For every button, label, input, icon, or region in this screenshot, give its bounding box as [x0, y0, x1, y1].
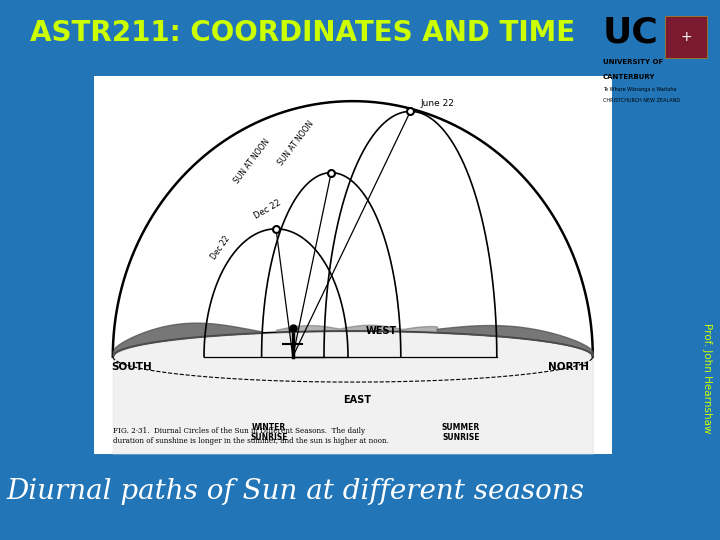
Text: SUN AT NOON: SUN AT NOON: [276, 119, 315, 167]
Text: Diurnal paths of Sun at different seasons: Diurnal paths of Sun at different season…: [6, 478, 584, 505]
Text: WINTER
SUNRISE: WINTER SUNRISE: [250, 423, 287, 442]
Text: UC: UC: [603, 16, 658, 50]
FancyBboxPatch shape: [665, 16, 706, 58]
Text: CHRISTCHURCH NEW ZEALAND: CHRISTCHURCH NEW ZEALAND: [603, 98, 680, 103]
Text: CANTERBURY: CANTERBURY: [603, 74, 655, 80]
Text: UNIVERSITY OF: UNIVERSITY OF: [603, 59, 663, 65]
Bar: [94, 76, 612, 454]
Text: Te Whare Wānanga o Waitaha: Te Whare Wānanga o Waitaha: [603, 86, 676, 92]
Text: Prof. John Hearnshaw: Prof. John Hearnshaw: [702, 323, 712, 433]
Text: FIG. 2·31.  Diurnal Circles of the Sun in Different Seasons.  The daily: FIG. 2·31. Diurnal Circles of the Sun in…: [113, 427, 365, 435]
Text: NORTH: NORTH: [549, 362, 589, 372]
Text: Dec 22: Dec 22: [209, 234, 231, 261]
Text: EAST: EAST: [343, 395, 372, 405]
Text: WEST: WEST: [366, 326, 397, 336]
Text: SUN AT NOON: SUN AT NOON: [233, 137, 271, 185]
Text: SUMMER
SUNRISE: SUMMER SUNRISE: [441, 423, 480, 442]
Text: +: +: [680, 30, 692, 44]
Text: SOUTH: SOUTH: [112, 362, 153, 372]
Text: duration of sunshine is longer in the summer, and the sun is higher at noon.: duration of sunshine is longer in the su…: [113, 437, 389, 445]
Text: ASTR211: COORDINATES AND TIME: ASTR211: COORDINATES AND TIME: [30, 19, 575, 47]
Text: Dec 22: Dec 22: [252, 198, 282, 221]
Text: June 22: June 22: [420, 99, 454, 108]
